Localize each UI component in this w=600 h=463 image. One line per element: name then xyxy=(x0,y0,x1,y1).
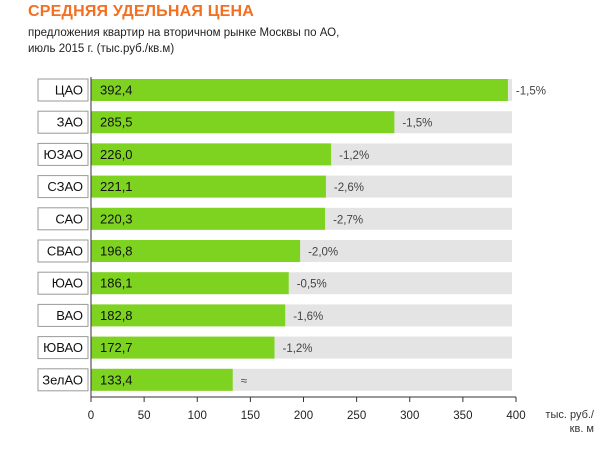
category-label: ЮЗАО xyxy=(44,147,83,162)
change-label: -2,0% xyxy=(308,247,338,259)
change-label: -1,5% xyxy=(402,118,432,130)
x-tick-label: 0 xyxy=(88,410,94,422)
change-label: -1,5% xyxy=(516,86,546,98)
x-tick-label: 200 xyxy=(294,410,313,422)
category-label: ЮАО xyxy=(52,276,83,291)
change-label: -2,6% xyxy=(334,182,364,194)
change-label: -1,2% xyxy=(282,343,312,355)
category-label-box xyxy=(37,110,89,134)
category-label-box xyxy=(37,175,89,199)
value-label: 220,3 xyxy=(100,211,133,226)
bar xyxy=(91,79,508,101)
category-label-box xyxy=(37,336,89,360)
bar xyxy=(91,240,301,262)
category-label: САО xyxy=(55,211,83,226)
bar xyxy=(91,207,326,230)
category-label-box xyxy=(37,368,89,392)
category-label: СЗАО xyxy=(47,179,83,194)
category-label-box xyxy=(37,303,89,327)
value-label: 221,1 xyxy=(100,179,133,194)
value-label: 392,4 xyxy=(100,83,133,98)
change-label: -1,6% xyxy=(293,311,323,323)
category-label: ЗАО xyxy=(57,115,83,130)
subtitle-line-2: июль 2015 г. (тыс.руб./кв.м) xyxy=(28,43,175,55)
x-tick-label: 300 xyxy=(400,410,419,422)
x-tick-label: 50 xyxy=(138,410,151,422)
category-label: СВАО xyxy=(47,244,83,259)
category-label-box xyxy=(37,271,89,295)
bar xyxy=(91,175,326,198)
bar xyxy=(91,143,332,166)
category-label-box xyxy=(37,207,89,231)
value-label: 182,8 xyxy=(100,308,133,323)
change-label: -0,5% xyxy=(297,279,327,291)
x-tick-label: 150 xyxy=(241,410,260,422)
x-tick-label: 250 xyxy=(347,410,366,422)
subtitle-line-1: предложения квартир на вторичном рынке М… xyxy=(28,27,340,39)
chart-title: СРЕДНЯЯ УДЕЛЬНАЯ ЦЕНА xyxy=(28,3,254,20)
change-label: -1,2% xyxy=(339,150,369,162)
category-label: ВАО xyxy=(56,308,83,323)
x-tick-label: 100 xyxy=(188,410,207,422)
category-label-box xyxy=(37,239,89,263)
change-label: ≈ xyxy=(241,375,247,387)
bar xyxy=(91,111,395,134)
category-label: ЦАО xyxy=(55,83,83,98)
value-label: 186,1 xyxy=(100,276,133,291)
value-label: 172,7 xyxy=(100,340,133,355)
value-label: 285,5 xyxy=(100,115,133,130)
x-tick-label: 350 xyxy=(453,410,472,422)
x-axis-unit-line-2: кв. м xyxy=(570,423,594,435)
x-axis-unit-line-1: тыс. руб./ xyxy=(545,409,595,421)
chart-subtitle: предложения квартир на вторичном рынке М… xyxy=(28,25,339,57)
change-label: -2,7% xyxy=(333,214,363,226)
category-label-box xyxy=(37,78,89,102)
category-label-box xyxy=(37,142,89,166)
category-label: ЗелАО xyxy=(42,372,83,387)
value-label: 196,8 xyxy=(100,244,133,259)
bar xyxy=(91,272,289,295)
value-label: 133,4 xyxy=(100,372,133,387)
bar xyxy=(91,368,233,391)
bar xyxy=(91,304,286,327)
bar xyxy=(91,336,275,359)
category-label: ЮВАО xyxy=(43,340,83,355)
value-label: 226,0 xyxy=(100,147,133,162)
x-tick-label: 400 xyxy=(506,410,525,422)
